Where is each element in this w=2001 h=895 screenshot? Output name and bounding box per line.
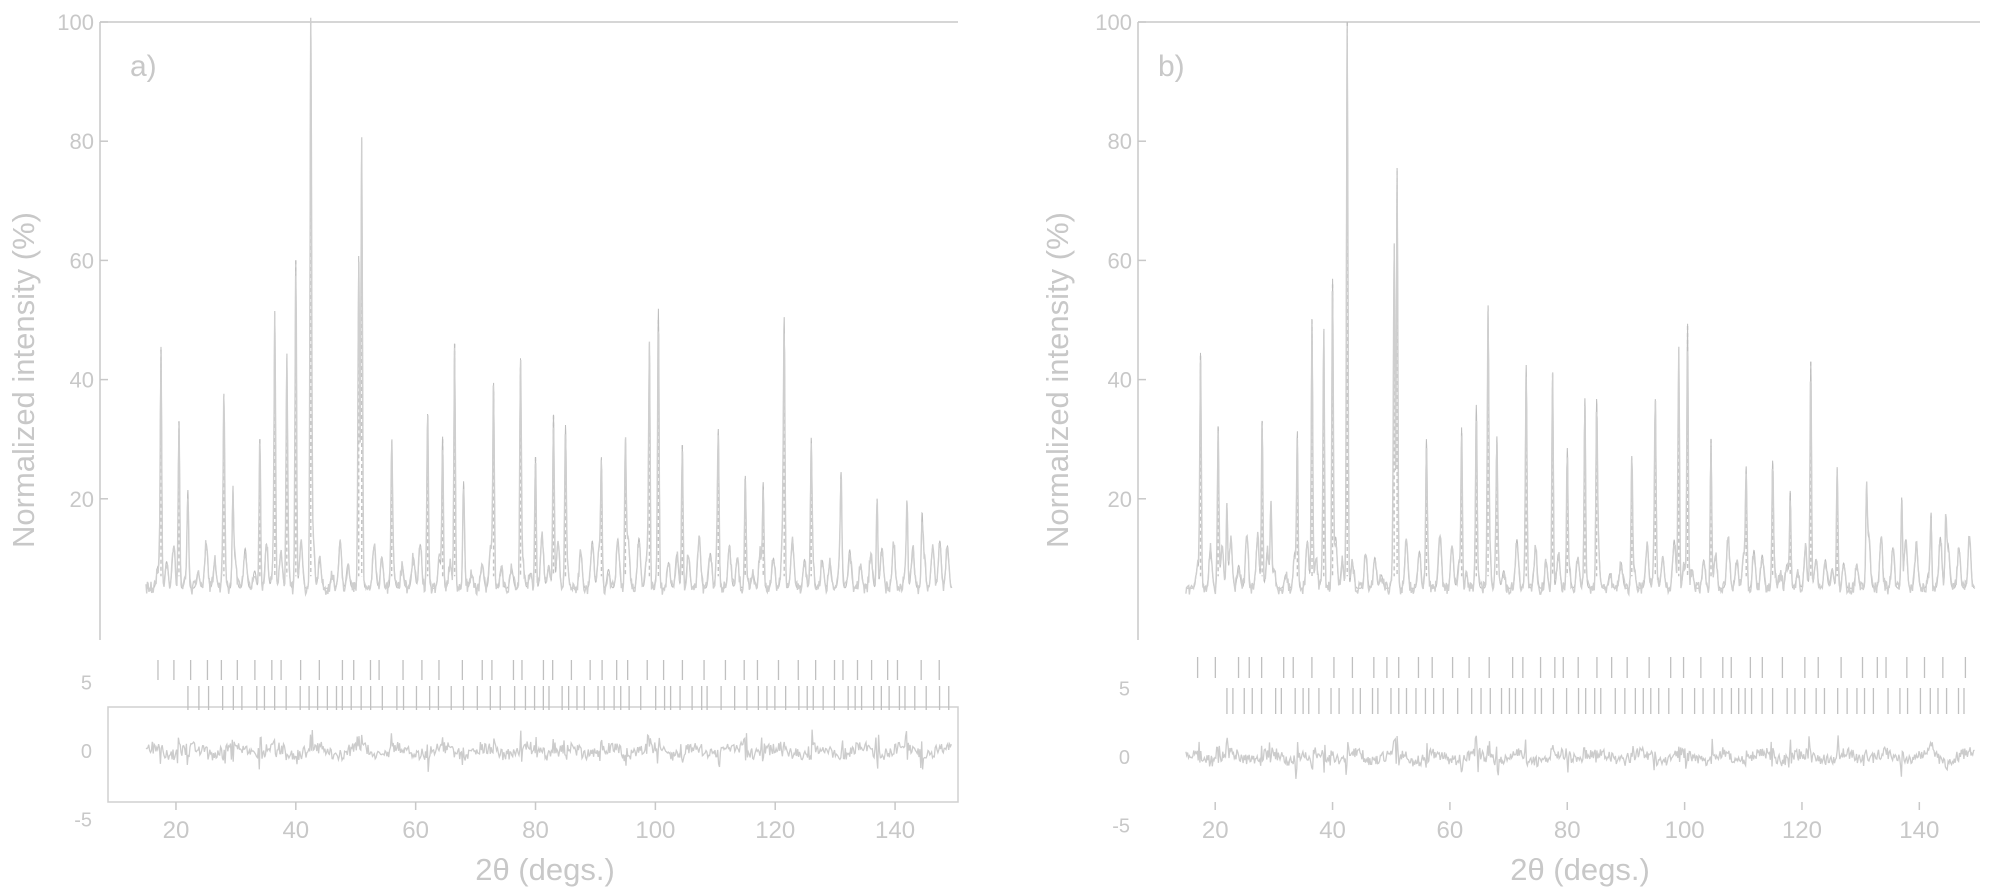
panel-a-observed-pattern xyxy=(145,17,953,598)
panel-a-x-axis-title: 2θ (degs.) xyxy=(475,852,615,887)
x-tick-label: 60 xyxy=(402,817,429,844)
x-tick-label: 60 xyxy=(1437,817,1464,844)
y-tick-label: 40 xyxy=(1108,368,1132,393)
panel-a-y-axis-title: Normalized intensity (%) xyxy=(6,212,41,548)
panel-b-x-axis-title: 2θ (degs.) xyxy=(1510,852,1650,887)
panel-a-y-ticks: 20 40 60 80 100 xyxy=(57,10,108,512)
panel-b: b) Normalized intensity (%) 2θ (degs.) 2… xyxy=(1040,10,1980,887)
panel-a-calculated-pattern xyxy=(146,21,953,589)
panel-b-y-axis-title: Normalized intensity (%) xyxy=(1040,212,1075,548)
diff-tick-label: 0 xyxy=(1119,747,1130,769)
y-tick-label: 60 xyxy=(70,248,94,273)
x-tick-label: 20 xyxy=(163,817,190,844)
y-tick-label: 100 xyxy=(1095,10,1132,35)
panel-b-calculated-pattern xyxy=(1185,21,1976,589)
panel-a-diff-frame xyxy=(107,706,959,803)
y-tick-label: 80 xyxy=(1108,129,1132,154)
panel-b-reflections-phase-2 xyxy=(1226,688,1965,714)
x-tick-label: 120 xyxy=(1782,817,1822,844)
x-tick-label: 100 xyxy=(1665,817,1705,844)
panel-a-reflections-phase-2 xyxy=(187,686,950,710)
panel-b-difference-curve xyxy=(1185,735,1975,779)
diff-tick-label: 5 xyxy=(81,673,92,695)
x-tick-label: 140 xyxy=(1899,817,1939,844)
diff-tick-label: -5 xyxy=(74,809,92,831)
panel-b-label: b) xyxy=(1158,50,1185,83)
diff-tick-label: 0 xyxy=(81,741,92,763)
panel-b-x-ticks: 20 40 60 80 100 120 140 xyxy=(1202,802,1939,844)
y-tick-label: 20 xyxy=(1108,487,1132,512)
panel-a-reflections-phase-1 xyxy=(157,660,940,680)
x-tick-label: 120 xyxy=(755,817,795,844)
y-tick-label: 100 xyxy=(57,10,94,35)
x-tick-label: 40 xyxy=(1319,817,1346,844)
y-tick-label: 60 xyxy=(1108,248,1132,273)
x-tick-label: 20 xyxy=(1202,817,1229,844)
y-tick-label: 80 xyxy=(70,129,94,154)
panel-a-label: a) xyxy=(130,50,157,83)
panel-b-reflections-phase-1 xyxy=(1196,657,1967,678)
panel-a-diff-ticks: 5 0 -5 xyxy=(74,673,92,832)
panel-b-diff-ticks: 5 0 -5 xyxy=(1112,679,1130,838)
panel-a: a) Normalized intensity (%) 2θ (degs.) 2… xyxy=(6,10,959,887)
panel-b-y-ticks: 20 40 60 80 100 xyxy=(1095,10,1146,512)
y-tick-label: 40 xyxy=(70,368,94,393)
x-tick-label: 100 xyxy=(635,817,675,844)
x-tick-label: 140 xyxy=(875,817,915,844)
x-tick-label: 80 xyxy=(1554,817,1581,844)
panel-a-difference-curve xyxy=(145,729,952,772)
panel-b-observed-pattern xyxy=(1185,28,1976,597)
x-tick-label: 40 xyxy=(282,817,309,844)
panel-a-x-ticks: 20 40 60 80 100 120 140 xyxy=(163,802,915,844)
diff-tick-label: -5 xyxy=(1112,815,1130,837)
x-tick-label: 80 xyxy=(522,817,549,844)
diff-tick-label: 5 xyxy=(1119,679,1130,701)
y-tick-label: 20 xyxy=(70,487,94,512)
